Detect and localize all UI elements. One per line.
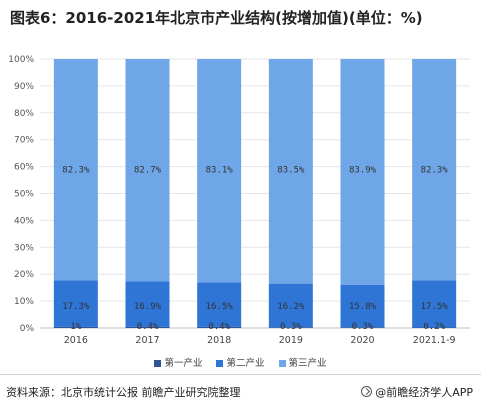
source-note: 资料来源：北京市统计公报 前瞻产业研究院整理 (6, 386, 241, 399)
brand-logo-icon (361, 386, 373, 397)
y-tick-label: 100% (8, 55, 34, 65)
data-label: 82.3% (421, 165, 449, 175)
data-label: 0.2% (423, 322, 445, 332)
bar-segment (125, 59, 170, 282)
data-label: 0.3% (352, 322, 374, 332)
data-label: 0.4% (137, 322, 159, 332)
legend-swatch (278, 360, 286, 367)
bar-segment (125, 281, 170, 327)
x-tick-label: 2018 (207, 335, 231, 346)
data-label: 16.2% (277, 302, 305, 312)
y-tick-label: 10% (14, 297, 34, 307)
bar-segment (53, 59, 98, 281)
bar-segment (412, 327, 457, 328)
legend-item: 第三产业 (278, 355, 327, 369)
data-label: 17.5% (421, 302, 449, 312)
stacked-bar-chart: 0% 10% 20% 30% 40% 50% 60% 70% 80% 90% 100% 1% 17.3%… (8, 55, 470, 346)
chart-legend: 第一产业 第二产业 第三产业 (0, 355, 481, 369)
data-label: 16.9% (134, 302, 162, 312)
x-tick-label: 2017 (135, 335, 159, 346)
data-label: 0.3% (280, 322, 302, 332)
footer-divider (0, 374, 481, 375)
data-label: 17.3% (62, 302, 90, 312)
bar-segment (340, 59, 385, 285)
y-tick-label: 20% (14, 270, 34, 280)
y-tick-label: 50% (14, 190, 34, 200)
legend-label: 第一产业 (164, 358, 203, 369)
bar-segment (340, 327, 385, 328)
data-label: 83.1% (206, 165, 234, 175)
bar-segment (268, 283, 313, 328)
y-tick-label: 70% (14, 136, 34, 146)
bar-segment (268, 327, 313, 328)
y-tick-label: 30% (14, 243, 34, 253)
data-label: 83.5% (277, 165, 305, 175)
bar-segment (53, 326, 98, 328)
y-tick-label: 90% (14, 82, 34, 92)
y-tick-label: 40% (14, 216, 34, 226)
bar-segment (340, 284, 385, 328)
legend-label: 第二产业 (226, 358, 265, 369)
brand-credit: @前瞻经济学人APP (361, 384, 473, 400)
data-label: 83.9% (349, 165, 377, 175)
legend-swatch (216, 360, 224, 367)
brand-label: @前瞻经济学人APP (375, 386, 473, 399)
legend-item: 第二产业 (216, 355, 265, 369)
x-tick-label: 2016 (64, 335, 88, 346)
y-tick-label: 80% (14, 109, 34, 119)
bar-segment (125, 326, 170, 328)
y-tick-label: 60% (14, 163, 34, 173)
data-label: 1% (70, 322, 81, 332)
legend-swatch (154, 360, 162, 367)
bar-segment (412, 59, 457, 281)
bar-segment (412, 280, 457, 328)
bar-segment (197, 326, 242, 328)
data-label: 82.3% (62, 165, 90, 175)
x-tick-label: 2019 (279, 335, 303, 346)
bar-segment (197, 59, 242, 283)
x-tick-label: 2020 (350, 335, 374, 346)
bar-segment (53, 280, 98, 327)
y-tick-label: 0% (20, 324, 35, 334)
bar-segment (268, 59, 313, 284)
data-label: 82.7% (134, 165, 162, 175)
data-label: 16.5% (206, 302, 234, 312)
bar-segment (197, 282, 242, 327)
data-label: 0.4% (208, 322, 230, 332)
legend-item: 第一产业 (154, 355, 202, 369)
chart-title: 图表6：2016-2021年北京市产业结构(按增加值)(单位：%) (10, 9, 423, 27)
legend-label: 第三产业 (288, 358, 327, 369)
x-tick-label: 2021.1-9 (413, 335, 456, 346)
data-label: 15.8% (349, 302, 377, 312)
